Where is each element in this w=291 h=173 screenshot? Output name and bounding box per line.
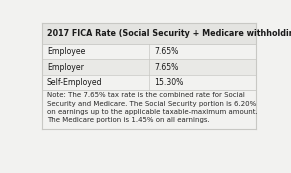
Text: The Medicare portion is 1.45% on all earnings.: The Medicare portion is 1.45% on all ear… <box>47 117 210 123</box>
Text: 15.30%: 15.30% <box>154 78 183 87</box>
Text: 2017 FICA Rate (Social Security + Medicare withholding): 2017 FICA Rate (Social Security + Medica… <box>47 29 291 38</box>
Text: Security and Medicare. The Social Security portion is 6.20%: Security and Medicare. The Social Securi… <box>47 101 256 107</box>
Bar <box>42 23 256 44</box>
Text: Self-Employed: Self-Employed <box>47 78 103 87</box>
Text: Note: The 7.65% tax rate is the combined rate for Social: Note: The 7.65% tax rate is the combined… <box>47 92 245 98</box>
Bar <box>42 44 256 59</box>
Bar <box>42 59 256 75</box>
Text: Employee: Employee <box>47 47 85 56</box>
Bar <box>42 90 256 129</box>
Bar <box>42 75 256 90</box>
Text: 7.65%: 7.65% <box>154 47 178 56</box>
Text: 7.65%: 7.65% <box>154 63 178 72</box>
Text: on earnings up to the applicable taxable-maximum amount.: on earnings up to the applicable taxable… <box>47 109 258 115</box>
Text: Employer: Employer <box>47 63 84 72</box>
